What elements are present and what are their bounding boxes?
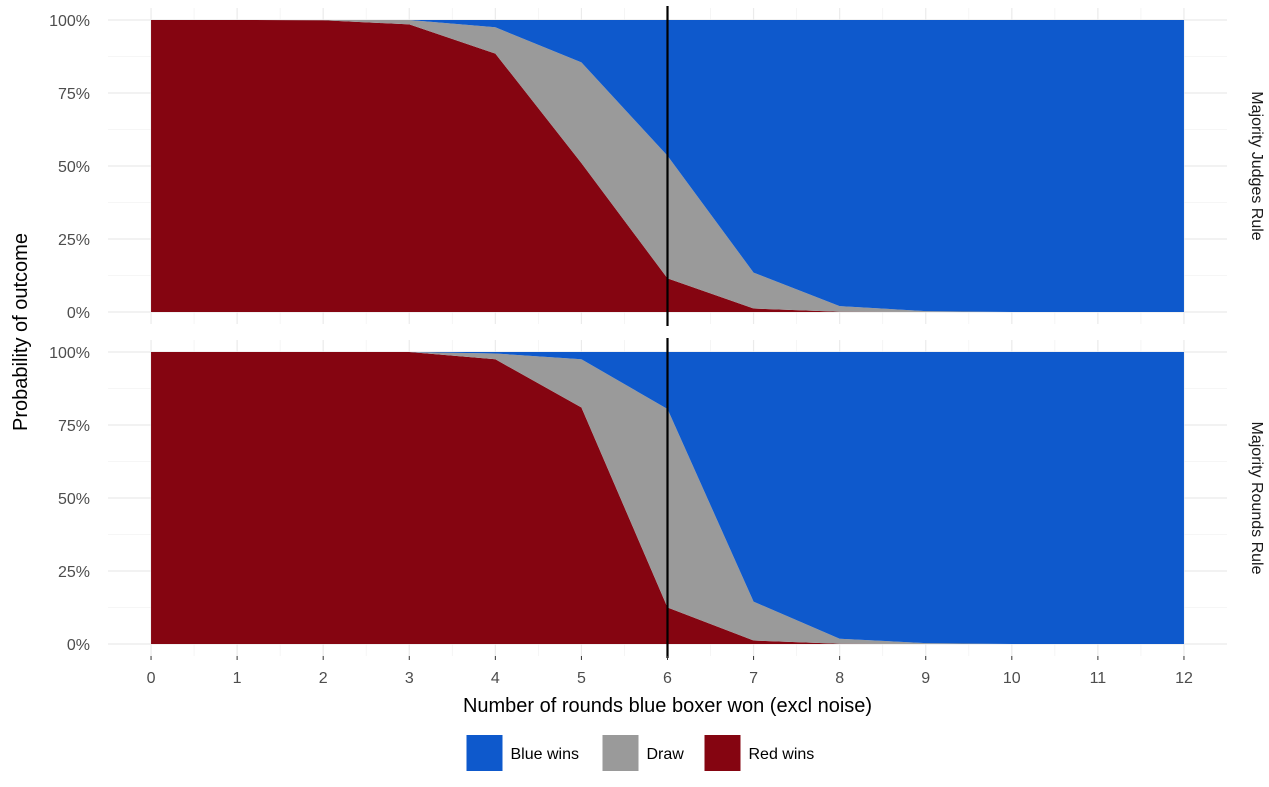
y-axis-title: Probability of outcome bbox=[10, 233, 32, 431]
x-tick-label: 7 bbox=[749, 670, 758, 687]
legend-swatch-red-wins bbox=[704, 735, 741, 771]
x-tick-label: 1 bbox=[233, 670, 242, 687]
x-tick-label: 2 bbox=[319, 670, 328, 687]
area-blue-wins bbox=[151, 20, 1184, 312]
x-tick-label: 8 bbox=[835, 670, 844, 687]
y-tick-label: 100% bbox=[49, 13, 90, 30]
legend-swatch-draw bbox=[602, 735, 639, 771]
y-tick-label: 75% bbox=[58, 86, 90, 103]
x-axis: 0 1 2 3 4 5 6 7 8 9 10 11 12 bbox=[147, 656, 1193, 687]
area-red-wins bbox=[151, 20, 1184, 312]
y-tick-label: 50% bbox=[58, 491, 90, 508]
area-blue-wins bbox=[151, 352, 1184, 644]
y-tick-label: 0% bbox=[67, 305, 90, 322]
facet-strip-label: Majority Rounds Rule bbox=[1248, 422, 1265, 575]
x-tick-label: 10 bbox=[1003, 670, 1021, 687]
x-tick-label: 0 bbox=[147, 670, 156, 687]
y-tick-label: 75% bbox=[58, 418, 90, 435]
y-axis: 0% 25% 50% 75% 100% bbox=[49, 13, 90, 322]
x-tick-label: 12 bbox=[1175, 670, 1193, 687]
x-axis-title: Number of rounds blue boxer won (excl no… bbox=[463, 695, 872, 717]
x-tick-label: 11 bbox=[1090, 670, 1107, 687]
panel-2: 0% 25% 50% 75% 100% Majority Rounds Rule bbox=[49, 338, 1265, 658]
x-tick-label: 9 bbox=[921, 670, 930, 687]
panel-1: 0% 25% 50% 75% 100% Majority Judges Rule bbox=[49, 6, 1265, 326]
x-tick-label: 6 bbox=[663, 670, 672, 687]
y-tick-label: 25% bbox=[58, 232, 90, 249]
x-tick-label: 3 bbox=[405, 670, 414, 687]
facet-strip-label: Majority Judges Rule bbox=[1248, 91, 1265, 241]
chart-panels: 0% 25% 50% 75% 100% Majority Judges Rule 0% 25%… bbox=[49, 6, 1265, 658]
legend-label-red-wins: Red wins bbox=[749, 746, 815, 763]
legend: Blue wins Draw Red wins bbox=[466, 735, 815, 771]
legend-swatch-blue-wins bbox=[466, 735, 503, 771]
legend-label-blue-wins: Blue wins bbox=[511, 746, 579, 763]
y-axis: 0% 25% 50% 75% 100% bbox=[49, 345, 90, 654]
x-tick-label: 4 bbox=[491, 670, 500, 687]
x-tick-label: 5 bbox=[577, 670, 586, 687]
y-tick-label: 100% bbox=[49, 345, 90, 362]
y-tick-label: 25% bbox=[58, 564, 90, 581]
y-tick-label: 0% bbox=[67, 637, 90, 654]
area-red-wins bbox=[151, 352, 1184, 644]
y-tick-label: 50% bbox=[58, 159, 90, 176]
legend-label-draw: Draw bbox=[647, 746, 685, 763]
